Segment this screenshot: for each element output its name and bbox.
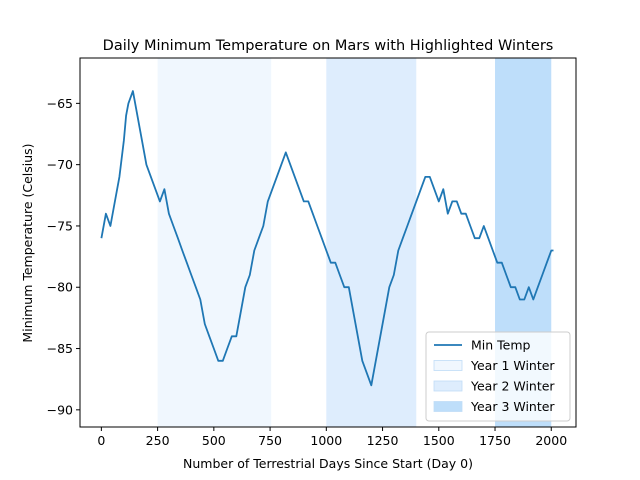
y-tick-label: −70 <box>47 157 73 172</box>
legend-label: Year 3 Winter <box>470 399 555 414</box>
plot-frame <box>79 57 577 428</box>
x-axis-label: Number of Terrestrial Days Since Start (… <box>183 456 473 471</box>
x-axis-ticks: 0 250 500 750 1000 1250 1500 1750 2000 <box>97 427 567 448</box>
x-tick-label: 500 <box>202 433 226 448</box>
legend-label: Year 1 Winter <box>470 358 555 373</box>
legend: Min Temp Year 1 Winter Year 2 Winter Year 3… <box>425 331 571 422</box>
legend-swatch-patch <box>433 401 463 412</box>
chart-title: Daily Minimum Temperature on Mars with H… <box>103 38 554 54</box>
x-tick-label: 1500 <box>423 433 455 448</box>
series-lines <box>100 90 554 387</box>
winter-span-2 <box>326 58 417 427</box>
y-tick-label: −85 <box>47 341 73 356</box>
y-tick-label: −65 <box>47 96 73 111</box>
winter-span-1 <box>157 58 272 427</box>
x-tick-label: 750 <box>258 433 282 448</box>
legend-swatch-patch <box>433 360 463 371</box>
x-tick-label: 1250 <box>367 433 399 448</box>
x-tick-label: 1000 <box>310 433 342 448</box>
y-tick-label: −75 <box>47 218 73 233</box>
x-tick-label: 0 <box>97 433 105 448</box>
y-tick-label: −80 <box>47 280 73 295</box>
legend-swatch-patch <box>433 380 463 392</box>
legend-label: Min Temp <box>471 338 531 353</box>
y-axis-ticks: −90 −85 −80 −75 −70 −65 <box>47 96 80 417</box>
x-tick-label: 250 <box>146 433 170 448</box>
legend-box <box>425 331 571 422</box>
y-tick-label: −90 <box>47 402 73 417</box>
series-line-1 <box>100 90 554 387</box>
legend-label: Year 2 Winter <box>470 379 555 394</box>
x-tick-label: 2000 <box>535 433 567 448</box>
y-axis-label: Minimum Temperature (Celsius) <box>20 143 35 342</box>
x-tick-label: 1750 <box>479 433 511 448</box>
